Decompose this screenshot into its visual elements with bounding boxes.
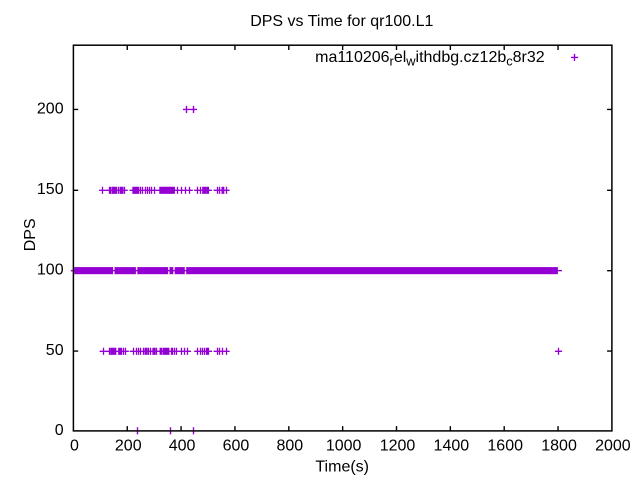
svg-text:100: 100 (37, 262, 64, 279)
svg-text:2000: 2000 (595, 437, 631, 454)
svg-text:1200: 1200 (380, 437, 416, 454)
svg-text:600: 600 (223, 437, 250, 454)
svg-text:800: 800 (276, 437, 303, 454)
svg-text:200: 200 (37, 100, 64, 117)
svg-text:1400: 1400 (434, 437, 470, 454)
svg-text:1000: 1000 (326, 437, 362, 454)
svg-text:200: 200 (115, 437, 142, 454)
svg-text:Time(s): Time(s) (315, 459, 369, 476)
svg-text:1600: 1600 (487, 437, 523, 454)
svg-text:DPS vs Time for qr100.L1: DPS vs Time for qr100.L1 (250, 13, 433, 30)
svg-text:0: 0 (55, 422, 64, 439)
svg-text:ma110206relwithdbg.cz12bc8r32: ma110206relwithdbg.cz12bc8r32 (315, 49, 545, 69)
svg-text:DPS: DPS (22, 218, 39, 251)
svg-text:0: 0 (70, 437, 79, 454)
svg-text:400: 400 (169, 437, 196, 454)
svg-text:50: 50 (46, 342, 64, 359)
svg-text:150: 150 (37, 181, 64, 198)
svg-text:1800: 1800 (541, 437, 577, 454)
